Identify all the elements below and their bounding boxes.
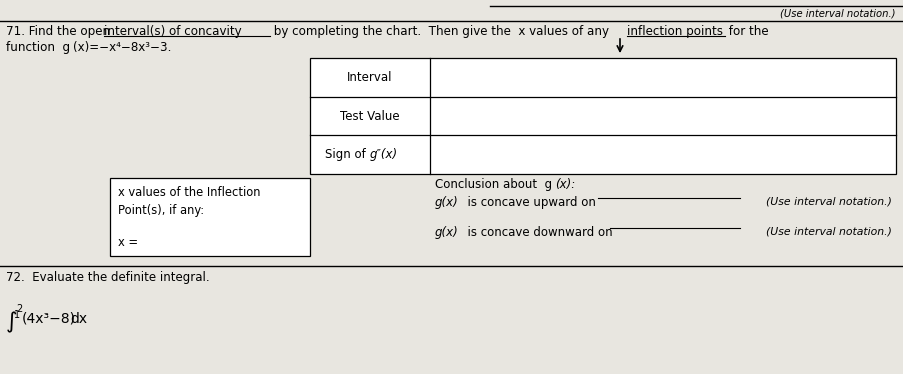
Text: (Use interval notation.): (Use interval notation.) xyxy=(765,226,891,236)
Text: Conclusion about  g: Conclusion about g xyxy=(434,178,552,191)
Text: Point(s), if any:: Point(s), if any: xyxy=(118,204,204,217)
Text: (4x³−8): (4x³−8) xyxy=(22,312,76,326)
Text: Sign of: Sign of xyxy=(325,148,369,161)
Text: for the: for the xyxy=(724,25,768,38)
Text: (Use interval notation.): (Use interval notation.) xyxy=(779,8,895,18)
Text: is concave downward on: is concave downward on xyxy=(460,226,612,239)
Text: 1: 1 xyxy=(14,310,20,320)
Text: (Use interval notation.): (Use interval notation.) xyxy=(765,196,891,206)
Bar xyxy=(310,58,895,174)
Text: x =: x = xyxy=(118,236,138,249)
Text: is concave upward on: is concave upward on xyxy=(460,196,595,209)
Text: 71. Find the open: 71. Find the open xyxy=(6,25,114,38)
Bar xyxy=(110,178,310,256)
Text: inflection points: inflection points xyxy=(627,25,722,38)
Text: g″(x): g″(x) xyxy=(369,148,397,161)
Text: 72.  Evaluate the definite integral.: 72. Evaluate the definite integral. xyxy=(6,271,209,284)
Text: x values of the Inflection: x values of the Inflection xyxy=(118,186,260,199)
Text: function  g: function g xyxy=(6,41,70,54)
Text: Test Value: Test Value xyxy=(340,110,399,123)
Text: (x):: (x): xyxy=(554,178,574,191)
Text: Interval: Interval xyxy=(347,71,392,84)
Text: by completing the chart.  Then give the  x values of any: by completing the chart. Then give the x… xyxy=(270,25,612,38)
Text: g(x): g(x) xyxy=(434,226,458,239)
Text: ∫: ∫ xyxy=(6,312,17,333)
Text: interval(s) of concavity: interval(s) of concavity xyxy=(104,25,241,38)
Text: 2: 2 xyxy=(16,304,23,314)
Text: (x)=−x⁴−8x³−3.: (x)=−x⁴−8x³−3. xyxy=(73,41,172,54)
Text: dx: dx xyxy=(70,312,87,326)
Text: g(x): g(x) xyxy=(434,196,458,209)
